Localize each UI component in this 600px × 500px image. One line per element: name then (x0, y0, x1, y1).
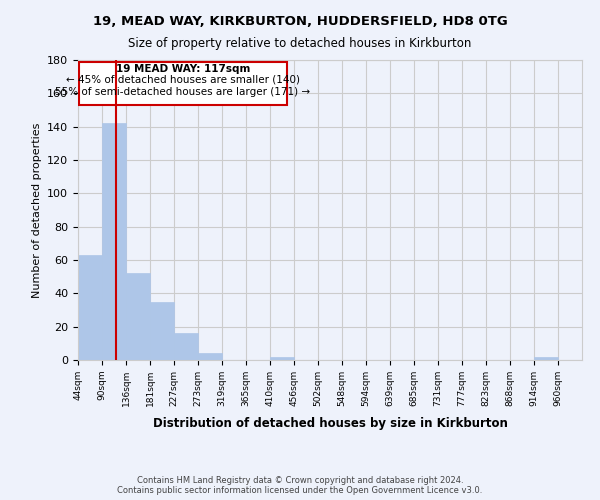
Text: 19 MEAD WAY: 117sqm: 19 MEAD WAY: 117sqm (116, 64, 250, 74)
Bar (534, 356, 558, 360)
Bar (78, 255, 102, 360)
Bar (102, 124, 126, 360)
Bar (198, 354, 222, 360)
Y-axis label: Number of detached properties: Number of detached properties (32, 122, 41, 298)
Text: Size of property relative to detached houses in Kirkburton: Size of property relative to detached ho… (128, 38, 472, 51)
Bar (150, 302, 174, 360)
Bar (270, 356, 294, 360)
Text: Contains HM Land Registry data © Crown copyright and database right 2024.
Contai: Contains HM Land Registry data © Crown c… (118, 476, 482, 495)
Bar (79, 62, 287, 105)
Text: 19, MEAD WAY, KIRKBURTON, HUDDERSFIELD, HD8 0TG: 19, MEAD WAY, KIRKBURTON, HUDDERSFIELD, … (92, 15, 508, 28)
X-axis label: Distribution of detached houses by size in Kirkburton: Distribution of detached houses by size … (152, 417, 508, 430)
Bar (174, 334, 198, 360)
Text: ← 45% of detached houses are smaller (140): ← 45% of detached houses are smaller (14… (66, 75, 300, 85)
Text: 55% of semi-detached houses are larger (171) →: 55% of semi-detached houses are larger (… (55, 86, 311, 97)
Bar (126, 274, 150, 360)
